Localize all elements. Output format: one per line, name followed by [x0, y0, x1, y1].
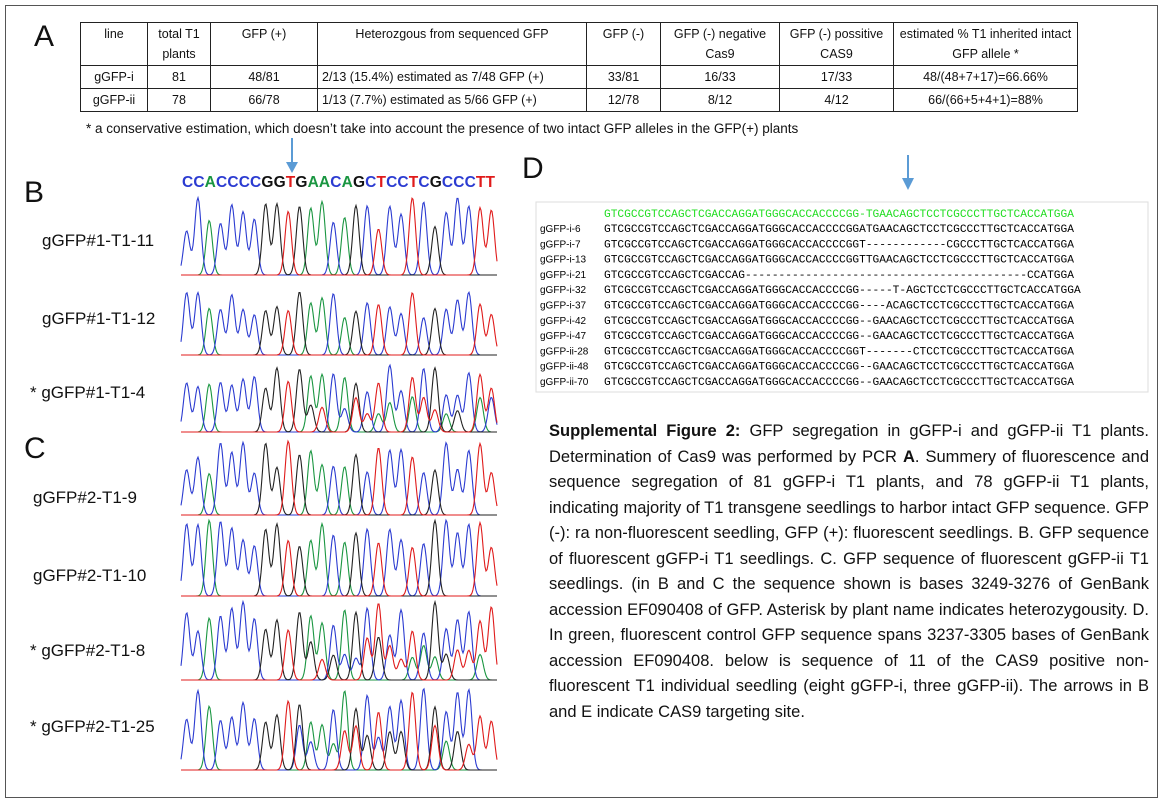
table-row: gGFP-ii 78 66/78 1/13 (7.7%) estimated as 5…: [80, 88, 1078, 112]
table-cell: 81: [147, 65, 211, 89]
sequence: CCACCCCGGTGAACAGCTCCTCGCCCTT: [182, 174, 496, 191]
header-cell: total T1 plants: [147, 22, 211, 66]
aligned-sequence: GTCGCCGTCCAGCTCGACCAGGATGGGCACCACCCCGGT-…: [604, 346, 1074, 358]
sample-name: gGFP-i-42: [540, 316, 587, 327]
sample-name: gGFP-i-6: [540, 224, 581, 235]
trace: [180, 518, 497, 597]
sample-label: * gGFP#1-T1-4: [30, 383, 146, 402]
table-cell: 1/13 (7.7%) estimated as 5/66 GFP (+): [317, 88, 587, 112]
sample-label: gGFP#1-T1-12: [42, 309, 156, 328]
trace: [180, 195, 497, 276]
footnote: * a conservative estimation, which doesn…: [86, 121, 799, 136]
table-cell: gGFP-i: [80, 65, 148, 89]
table-cell: 48/81: [210, 65, 318, 89]
trace: [181, 291, 498, 356]
sample-name: gGFP-i-21: [540, 270, 587, 281]
header-cell: GFP (+): [210, 22, 318, 66]
arrow-head: [286, 162, 298, 173]
table-cell: 4/12: [779, 88, 894, 112]
caption-text: . Summery of fluorescence and sequence s…: [549, 447, 1150, 721]
table-cell: gGFP-ii: [80, 88, 148, 112]
aligned-sequence: GTCGCCGTCCAGCTCGACCAGGATGGGCACCACCCCGGT-…: [604, 239, 1074, 251]
trace: [181, 603, 498, 681]
trace: [180, 687, 497, 771]
sample-name: gGFP-i-47: [540, 331, 587, 342]
figure-frame: [5, 5, 1158, 798]
table-cell: 66/78: [210, 88, 318, 112]
header-cell: GFP (-) negative Cas9: [660, 22, 780, 66]
sample-name: gGFP-ii-48: [540, 362, 589, 373]
sample-name: gGFP-i-13: [540, 255, 587, 266]
trace: [181, 197, 498, 276]
header-cell: line: [80, 22, 148, 66]
table-cell: 66/(66+5+4+1)=88%: [893, 88, 1078, 112]
trace: [180, 363, 498, 433]
segregation-table: line total T1 plants GFP (+) Heterozgous fr…: [80, 22, 1078, 112]
table-cell: 17/33: [779, 65, 894, 89]
sample-label: gGFP#1-T1-11: [42, 231, 155, 250]
table-row: gGFP-i 81 48/81 2/13 (15.4%) estimated as 7…: [80, 65, 1078, 89]
header-cell: GFP (-): [586, 22, 661, 66]
aligned-sequence: GTCGCCGTCCAGCTCGACCAGGATGGGCACCACCCCGG--…: [604, 362, 1074, 374]
trace: [181, 691, 498, 771]
caption: Supplemental Figure 2: GFP segregation i…: [549, 419, 1149, 725]
table-cell: 12/78: [586, 88, 661, 112]
trace: [181, 372, 498, 433]
sample-name: gGFP-ii-70: [540, 377, 589, 388]
panel-label: A: [34, 20, 55, 53]
arrow-head: [902, 178, 914, 190]
alignment: GTCGCCGTCCAGCTCGACCAGGATGGGCACCACCCCGG-T…: [540, 209, 1081, 389]
sample-name: gGFP-ii-28: [540, 346, 589, 357]
panel-label: D: [522, 152, 544, 185]
aligned-sequence: GTCGCCGTCCAGCTCGACCAGGATGGGCACCACCCCGG--…: [604, 285, 1081, 297]
table-cell: 78: [147, 88, 211, 112]
header-cell: Heterozgous from sequenced GFP: [317, 22, 587, 66]
sample-name: gGFP-i-32: [540, 285, 587, 296]
aligned-sequence: GTCGCCGTCCAGCTCGACCAGGATGGGCACCACCCCGGAT…: [604, 224, 1074, 236]
trace: [180, 440, 497, 516]
aligned-sequence: GTCGCCGTCCAGCTCGACCAGGATGGGCACCACCCCGG--…: [604, 331, 1074, 343]
sample-name: gGFP-i-37: [540, 301, 587, 312]
sample-name: gGFP-i-7: [540, 239, 581, 250]
trace: [180, 599, 497, 681]
aligned-sequence: GTCGCCGTCCAGCTCGACCAG-------------------…: [604, 270, 1074, 282]
trace: [181, 520, 498, 597]
chromatograms: [180, 195, 498, 771]
sample-label: gGFP#2-T1-9: [33, 488, 137, 507]
alignment-box: [535, 201, 1149, 393]
aligned-sequence: GTCGCCGTCCAGCTCGACCAGGATGGGCACCACCCCGG--…: [604, 316, 1074, 328]
sample-label: gGFP#2-T1-10: [33, 566, 147, 585]
trace: [181, 439, 498, 516]
table-cell: 2/13 (15.4%) estimated as 7/48 GFP (+): [317, 65, 587, 89]
header-cell: estimated % T1 inherited intact GFP alle…: [893, 22, 1078, 66]
table-cell: 48/(48+7+17)=66.66%: [893, 65, 1078, 89]
caption-text: GFP segregation in gGFP-i and gGFP-ii T1…: [549, 422, 1149, 466]
aligned-sequence: GTCGCCGTCCAGCTCGACCAGGATGGGCACCACCCCGG--…: [604, 377, 1074, 389]
trace: [180, 290, 497, 356]
sample-label: * gGFP#2-T1-8: [30, 641, 146, 660]
reference-sequence: GTCGCCGTCCAGCTCGACCAGGATGGGCACCACCCCGG-T…: [604, 209, 1074, 221]
panel-label: C: [24, 432, 46, 465]
aligned-sequence: GTCGCCGTCCAGCTCGACCAGGATGGGCACCACCCCGG--…: [604, 301, 1074, 313]
caption-bold: A: [902, 447, 915, 466]
sample-label: * gGFP#2-T1-25: [30, 717, 155, 736]
panel-label: B: [24, 176, 45, 209]
aligned-sequence: GTCGCCGTCCAGCTCGACCAGGATGGGCACCACCCCGGTT…: [604, 255, 1074, 267]
caption-label: Supplemental Figure 2:: [549, 422, 741, 440]
table-cell: 16/33: [660, 65, 780, 89]
table-cell: 8/12: [660, 88, 780, 112]
table-cell: 33/81: [586, 65, 661, 89]
header-cell: GFP (-) possitive CAS9: [779, 22, 894, 66]
header-row: line total T1 plants GFP (+) Heterozgous fr…: [80, 22, 1078, 66]
